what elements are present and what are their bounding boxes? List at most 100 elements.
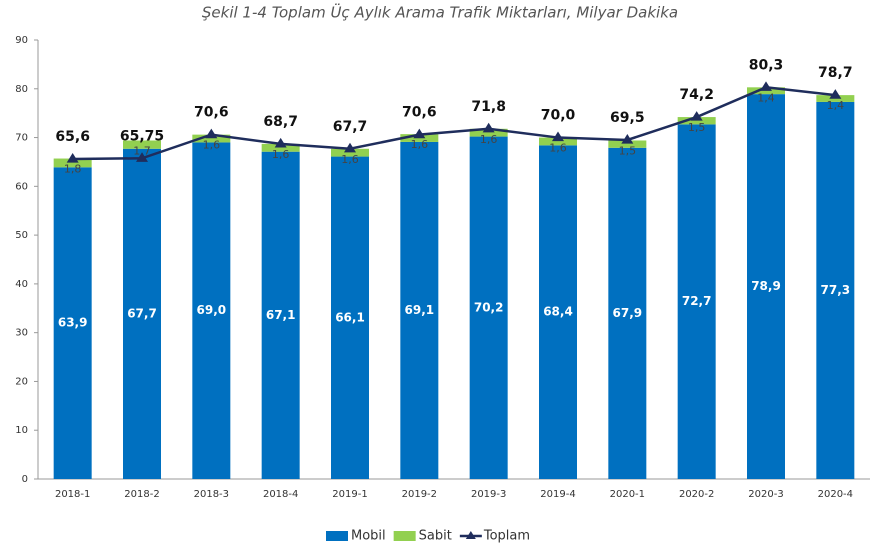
legend-swatch (393, 531, 416, 541)
x-tick-label: 2019-4 (540, 489, 575, 500)
data-label: 68,7 (263, 114, 298, 130)
data-label: 69,5 (610, 110, 645, 126)
y-tick-label: 60 (15, 181, 28, 192)
marker (136, 152, 148, 162)
y-tick-label: 50 (15, 230, 28, 241)
data-label: 77,3 (821, 283, 851, 297)
data-label: 1,6 (341, 153, 359, 166)
y-tick-label: 80 (15, 84, 28, 95)
bar-segment (608, 147, 647, 479)
y-tick-label: 70 (15, 133, 28, 144)
marker (760, 81, 772, 91)
data-label: 1,7 (133, 144, 151, 157)
bar-segment (192, 134, 231, 143)
bar-segment (261, 143, 300, 152)
bar-segment (261, 151, 300, 479)
y-tick-label: 90 (15, 35, 28, 46)
x-tick-label: 2020-3 (748, 489, 783, 500)
x-tick-label: 2020-2 (679, 489, 714, 500)
data-label: 1,5 (619, 144, 637, 157)
legend-label: Toplam (483, 529, 530, 544)
data-label: 66,1 (335, 310, 365, 324)
marker (482, 122, 495, 133)
bar-segment (53, 158, 92, 168)
x-tick-label: 2018-3 (194, 489, 229, 500)
data-label: 69,1 (405, 303, 435, 317)
bar-segment (469, 128, 508, 137)
legend-swatch (465, 531, 476, 539)
legend-label: Mobil (351, 529, 386, 544)
data-label: 1,6 (549, 142, 567, 155)
y-tick-label: 40 (15, 279, 28, 290)
x-tick-label: 2018-4 (263, 489, 298, 500)
data-label: 1,6 (203, 139, 221, 152)
bar-segment (53, 167, 92, 479)
data-label: 80,3 (749, 57, 784, 73)
data-label: 67,9 (613, 306, 643, 320)
y-tick-label: 20 (15, 376, 28, 387)
data-label: 69,0 (197, 303, 227, 317)
data-label: 63,9 (58, 316, 88, 330)
marker (66, 153, 79, 163)
marker (621, 133, 634, 144)
bar-segment (469, 136, 508, 479)
data-label: 70,6 (402, 105, 437, 121)
bar-segment (192, 142, 231, 479)
bar-segment (816, 101, 855, 479)
data-label: 1,6 (272, 148, 290, 161)
data-label: 71,8 (471, 99, 506, 115)
x-tick-label: 2018-1 (55, 489, 90, 500)
bar-segment (677, 124, 716, 479)
x-tick-label: 2020-4 (818, 489, 853, 500)
marker (829, 89, 842, 99)
bar-segment (608, 140, 647, 148)
data-label: 1,6 (411, 138, 429, 151)
bar-segment (677, 117, 716, 125)
marker (205, 128, 218, 139)
marker (690, 111, 703, 121)
data-label: 70,6 (194, 105, 229, 121)
data-label: 78,7 (818, 65, 853, 81)
x-tick-label: 2019-2 (402, 489, 437, 500)
y-tick-label: 0 (22, 474, 28, 485)
chart-title: Şekil 1-4 Toplam Üç Aylık Arama Trafik M… (202, 3, 678, 22)
legend-label: Sabit (419, 529, 452, 544)
legend-swatch (326, 531, 348, 541)
bar-segment (123, 148, 161, 479)
data-label: 1,4 (757, 91, 775, 104)
bar-segment (331, 148, 369, 157)
data-label: 67,1 (266, 308, 296, 322)
bar-segment (539, 137, 577, 146)
data-label: 70,2 (474, 300, 504, 314)
bar-segment (123, 140, 161, 149)
data-label: 72,7 (682, 294, 712, 308)
data-label: 1,6 (480, 133, 498, 146)
y-tick-label: 30 (15, 328, 28, 339)
data-label: 67,7 (333, 119, 368, 135)
data-label: 67,7 (127, 306, 157, 320)
x-tick-label: 2019-1 (332, 489, 367, 500)
x-tick-label: 2019-3 (471, 489, 506, 500)
marker (274, 137, 287, 148)
x-tick-label: 2018-2 (124, 489, 159, 500)
x-tick-label: 2020-1 (610, 489, 645, 500)
bar-segment (400, 141, 439, 479)
marker (413, 128, 426, 139)
data-label: 65,6 (55, 129, 90, 145)
data-label: 78,9 (751, 279, 781, 293)
data-label: 1,4 (827, 99, 845, 112)
line (72, 86, 836, 161)
data-label: 68,4 (543, 305, 573, 319)
data-label: 1,5 (688, 121, 706, 134)
marker (552, 131, 564, 142)
bar-segment (747, 94, 785, 479)
data-label: 1,8 (64, 163, 82, 176)
data-label: 65,75 (120, 128, 164, 144)
data-label: 70,0 (541, 108, 576, 124)
bar-segment (331, 156, 369, 479)
y-tick-label: 10 (15, 425, 28, 436)
bar-segment (539, 145, 577, 480)
data-label: 74,2 (679, 87, 714, 103)
marker (344, 142, 356, 153)
